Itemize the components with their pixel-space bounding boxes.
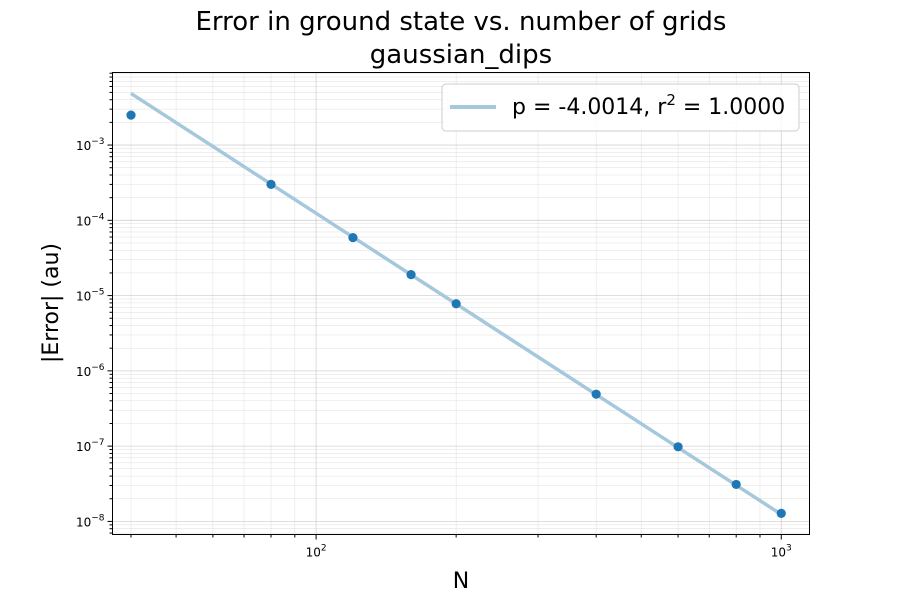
chart-subtitle: gaussian_dips	[370, 40, 552, 70]
y-tick-label-base: 10	[76, 515, 91, 529]
y-tick-label: 10−7	[76, 438, 105, 454]
axis-ticks	[107, 72, 782, 540]
x-tick-label-exponent: 2	[321, 544, 327, 554]
legend-label-sup: 2	[666, 91, 676, 109]
x-tick-label: 102	[306, 544, 327, 560]
y-tick-label-base: 10	[76, 365, 91, 379]
data-point	[266, 179, 276, 190]
y-tick-label-base: 10	[76, 440, 91, 454]
legend-label-prefix: p = -4.0014, r	[512, 95, 667, 120]
legend-label: p = -4.0014, r2 = 1.0000	[512, 91, 785, 120]
data-point	[126, 110, 136, 120]
chart-title: Error in ground state vs. number of grid…	[196, 7, 727, 37]
x-tick-label-base: 10	[771, 546, 786, 560]
y-tick-label-base: 10	[76, 290, 91, 304]
y-tick-label-base: 10	[76, 214, 91, 228]
legend: p = -4.0014, r2 = 1.0000	[441, 83, 800, 132]
data-point	[591, 389, 601, 399]
y-tick-label-base: 10	[76, 139, 91, 153]
y-tick-label: 10−3	[76, 137, 105, 153]
data-points-layer	[126, 110, 786, 518]
y-tick-label-exponent: −4	[91, 212, 105, 222]
data-point	[776, 508, 786, 518]
data-point	[406, 270, 416, 280]
x-axis-label: N	[453, 569, 469, 594]
data-point	[348, 232, 358, 243]
plot-frame	[112, 72, 810, 535]
y-tick-label: 10−6	[76, 363, 105, 379]
legend-box	[441, 83, 800, 132]
y-tick-label: 10−5	[76, 288, 105, 304]
y-tick-label-exponent: −7	[91, 438, 104, 448]
y-axis-label: |Error| (au)	[39, 243, 64, 363]
y-tick-label-exponent: −3	[91, 137, 104, 147]
data-point	[731, 479, 741, 490]
legend-label-suffix: = 1.0000	[676, 95, 785, 120]
data-point	[451, 299, 461, 309]
x-tick-label-base: 10	[306, 546, 321, 560]
y-tick-label-exponent: −8	[91, 513, 105, 523]
y-tick-label-exponent: −6	[91, 363, 105, 373]
data-point	[673, 442, 683, 452]
y-tick-label: 10−8	[76, 513, 105, 529]
y-tick-label: 10−4	[76, 212, 105, 228]
x-tick-label-exponent: 3	[786, 544, 792, 554]
grid-lines	[112, 72, 810, 535]
y-tick-label-exponent: −5	[91, 288, 104, 298]
x-tick-label: 103	[771, 544, 792, 560]
